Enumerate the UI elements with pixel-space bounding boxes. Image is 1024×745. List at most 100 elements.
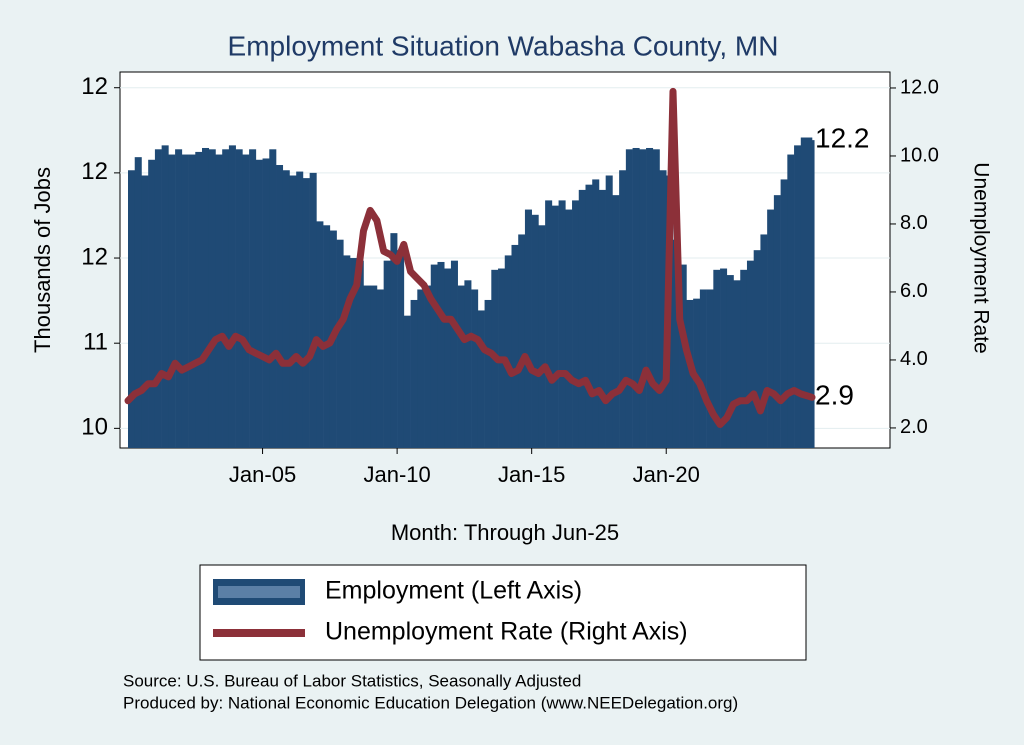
- bar: [141, 175, 149, 448]
- x-axis-label: Month: Through Jun-25: [391, 520, 619, 545]
- producer-note: Produced by: National Economic Education…: [123, 693, 738, 712]
- bar: [812, 140, 815, 449]
- bar: [437, 261, 445, 448]
- bar: [188, 154, 196, 448]
- bar: [726, 275, 734, 448]
- bar: [720, 268, 728, 448]
- bar: [343, 255, 351, 448]
- source-note: Source: U.S. Bureau of Labor Statistics,…: [123, 671, 581, 690]
- y2-tick-label: 4.0: [900, 348, 928, 370]
- x-tick-label: Jan-20: [633, 462, 700, 487]
- bar: [397, 250, 405, 448]
- bar: [444, 268, 452, 448]
- legend-label: Employment (Left Axis): [325, 577, 582, 605]
- bar: [242, 154, 250, 448]
- bar: [175, 149, 183, 448]
- bar: [612, 195, 620, 448]
- bar: [679, 264, 687, 448]
- bar: [302, 178, 310, 448]
- bar: [269, 149, 277, 448]
- bar: [154, 149, 162, 448]
- bar: [639, 149, 647, 448]
- bar: [625, 149, 633, 448]
- bar: [282, 170, 290, 448]
- y2-tick-label: 10.0: [900, 144, 939, 166]
- bar: [746, 260, 754, 448]
- bar: [336, 239, 344, 448]
- bar: [672, 239, 680, 448]
- bar: [780, 179, 788, 448]
- bar: [511, 244, 519, 448]
- bar: [208, 149, 216, 448]
- bar: [659, 170, 667, 448]
- bar: [551, 205, 559, 448]
- bar: [471, 289, 479, 448]
- y2-tick-label: 6.0: [900, 280, 928, 302]
- bar: [370, 285, 378, 448]
- bar: [255, 159, 263, 448]
- y-tick-label: 12: [81, 158, 108, 185]
- legend-swatch-inner: [218, 586, 300, 598]
- y-tick-label: 12: [81, 243, 108, 270]
- x-tick-label: Jan-15: [498, 462, 565, 487]
- bar: [134, 157, 142, 448]
- bar: [430, 264, 438, 448]
- bar: [565, 209, 573, 448]
- bar: [383, 260, 391, 448]
- bar: [424, 285, 432, 448]
- bar: [524, 209, 532, 448]
- x-tick-label: Jan-05: [229, 462, 296, 487]
- bar: [740, 269, 748, 448]
- bar: [316, 221, 324, 448]
- bar: [484, 299, 492, 448]
- bar: [128, 170, 136, 448]
- bar: [773, 195, 781, 448]
- bar: [417, 289, 425, 448]
- bar: [558, 200, 566, 448]
- bar: [235, 149, 243, 448]
- line: [124, 87, 816, 428]
- bar: [168, 154, 176, 448]
- bar: [572, 200, 580, 448]
- bar: [652, 149, 660, 448]
- bar: [309, 172, 317, 448]
- bar: [632, 147, 640, 448]
- bar: [181, 154, 189, 448]
- bar: [706, 289, 714, 448]
- bar: [619, 170, 627, 448]
- bar: [215, 154, 223, 448]
- bar: [794, 145, 802, 449]
- bar: [363, 285, 371, 448]
- bar: [538, 225, 546, 448]
- bar: [403, 315, 411, 448]
- bar: [195, 151, 203, 448]
- bar: [356, 260, 364, 448]
- bar: [161, 145, 169, 449]
- bar: [410, 299, 418, 448]
- y2-tick-label: 12.0: [900, 76, 939, 98]
- bar: [222, 149, 230, 448]
- y-tick-label: 10: [81, 414, 108, 441]
- bar: [585, 184, 593, 448]
- y2-tick-label: 8.0: [900, 212, 928, 234]
- bar: [787, 154, 795, 448]
- y2-axis-label: Unemployment Rate: [969, 162, 992, 353]
- bar: [760, 234, 768, 448]
- bar: [713, 269, 721, 448]
- x-tick-label: Jan-10: [363, 462, 430, 487]
- bar: [477, 310, 485, 448]
- bar: [228, 145, 236, 449]
- end-value-label: 12.2: [815, 123, 870, 154]
- end-value-label: 2.9: [815, 380, 854, 411]
- bar: [767, 209, 775, 448]
- bar: [545, 200, 553, 448]
- bar: [350, 258, 358, 448]
- bar: [323, 225, 331, 448]
- y-tick-label: 11: [83, 329, 108, 356]
- bar: [504, 255, 512, 448]
- bar: [598, 189, 606, 448]
- bar: [390, 233, 398, 448]
- bar: [457, 285, 465, 448]
- bar: [753, 250, 761, 448]
- bar: [605, 175, 613, 448]
